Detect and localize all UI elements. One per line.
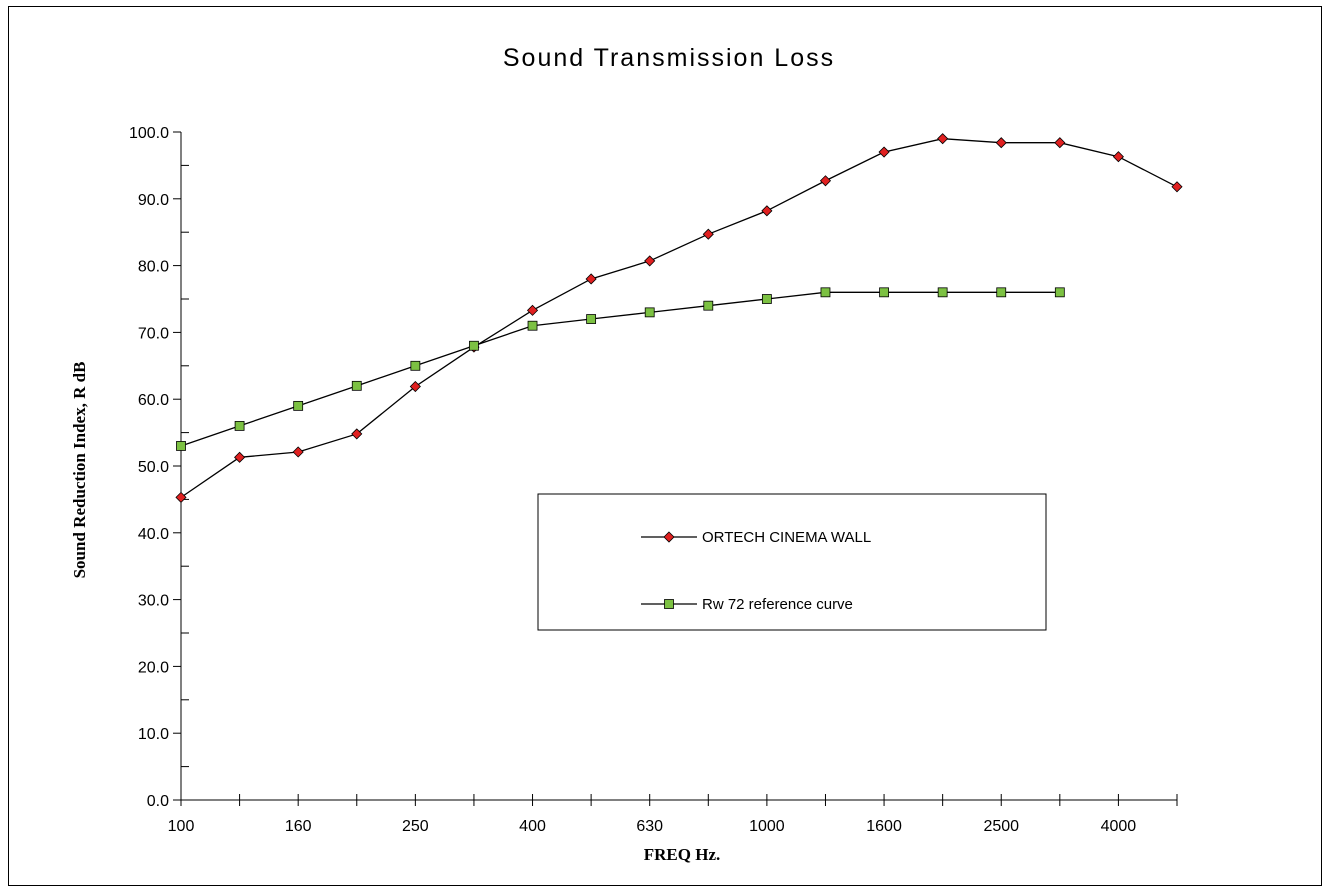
data-point: [703, 300, 714, 311]
y-tick-label: 20.0: [138, 659, 169, 676]
chart-frame: Sound Transmission Loss Sound Reduction …: [8, 6, 1322, 886]
y-axis-title: Sound Reduction Index, R dB: [70, 362, 89, 579]
data-point: [175, 491, 187, 503]
series-line: [180, 138, 1178, 498]
data-point: [761, 205, 773, 217]
data-point: [1054, 287, 1065, 298]
data-point: [996, 287, 1007, 298]
data-point: [409, 380, 421, 393]
data-point: [1112, 151, 1124, 163]
data-point: [469, 340, 479, 351]
data-point: [937, 133, 949, 145]
legend-box: [537, 493, 1047, 631]
data-point: [878, 146, 890, 158]
series-line: [180, 291, 1060, 447]
x-tick-label: 100: [168, 818, 195, 835]
x-tick-label: 250: [402, 818, 429, 835]
y-tick-label: 10.0: [138, 726, 169, 743]
line-chart: Sound Transmission Loss Sound Reduction …: [70, 44, 1183, 864]
x-axis-title: FREQ Hz.: [644, 845, 721, 864]
legend-entry: ORTECH CINEMA WALL: [641, 529, 871, 546]
data-point: [351, 428, 363, 440]
y-tick-label: 50.0: [138, 459, 169, 476]
legend-label: ORTECH CINEMA WALL: [702, 529, 871, 546]
y-tick-label: 60.0: [138, 392, 169, 409]
data-point: [1171, 181, 1183, 193]
x-tick-label: 2500: [983, 818, 1019, 835]
legend-label: Rw 72 reference curve: [702, 596, 853, 613]
data-point: [644, 307, 655, 318]
y-tick-label: 100.0: [129, 125, 169, 142]
y-tick-label: 80.0: [138, 259, 169, 276]
series-rw72-reference-curve: [176, 287, 1065, 451]
chart-title: Sound Transmission Loss: [503, 44, 835, 72]
data-point: [234, 451, 246, 463]
data-point: [292, 446, 304, 458]
data-point: [1054, 137, 1066, 149]
x-tick-label: 400: [519, 818, 546, 835]
data-point: [351, 380, 362, 391]
data-point: [585, 273, 597, 285]
x-tick-label: 1000: [749, 818, 785, 835]
data-point: [176, 441, 186, 451]
data-point: [527, 320, 538, 331]
data-point: [644, 255, 656, 267]
y-tick-label: 40.0: [138, 526, 169, 543]
data-point: [293, 400, 304, 411]
y-tick-label: 30.0: [138, 593, 169, 610]
legend-marker: [664, 599, 674, 609]
x-tick-label: 160: [285, 818, 312, 835]
legend-entry: Rw 72 reference curve: [641, 596, 853, 613]
data-point: [526, 304, 539, 316]
legend-marker: [663, 531, 675, 543]
series-ortech-cinema-wall: [175, 133, 1183, 503]
y-tick-label: 0.0: [147, 793, 169, 810]
data-point: [234, 421, 245, 431]
data-point: [937, 287, 948, 298]
x-tick-label: 1600: [866, 818, 902, 835]
x-tick-label: 630: [636, 818, 663, 835]
x-tick-label: 4000: [1101, 818, 1137, 835]
y-tick-label: 90.0: [138, 192, 169, 209]
data-point: [820, 287, 831, 298]
data-point: [761, 294, 772, 304]
y-tick-label: 70.0: [138, 325, 169, 342]
data-point: [410, 360, 421, 371]
data-point: [819, 175, 832, 187]
data-point: [702, 228, 714, 240]
data-point: [995, 137, 1007, 149]
data-point: [879, 287, 889, 298]
data-point: [586, 314, 597, 324]
